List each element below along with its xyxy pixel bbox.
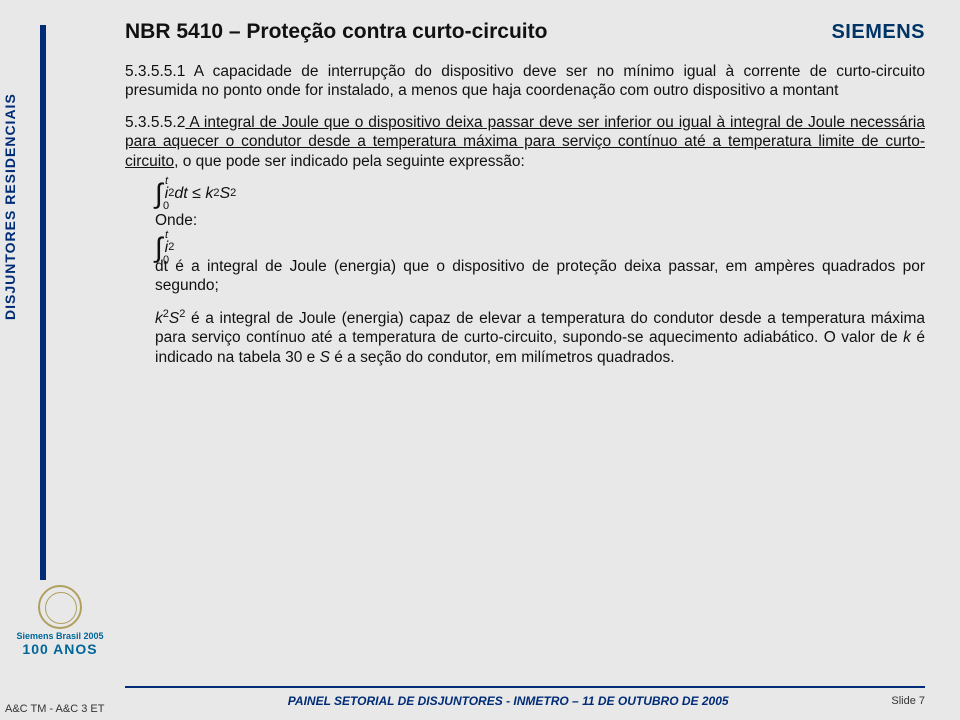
k-sym2: k [903, 329, 911, 346]
formula-i2dt: ∫ t 0 i2 [155, 237, 925, 259]
sup-2: 2 [168, 241, 174, 255]
page-title: NBR 5410 – Proteção contra curto-circuit… [125, 20, 547, 44]
clause-5-3-5-5-1: 5.3.5.5.1 A capacidade de interrupção do… [125, 62, 925, 101]
clause-number: 5.3.5.5.2 [125, 114, 185, 131]
formula-mid: dt ≤ k [174, 184, 213, 204]
anniversary-logo: Siemens Brasil 2005 100 ANOS [10, 585, 110, 670]
def-text1: é a integral de Joule (energia) capaz de… [155, 310, 925, 346]
slide-number: Slide 7 [891, 695, 925, 707]
formula-inequality: ∫ t 0 i2 dt ≤ k2 S2 [155, 183, 925, 205]
def-i2dt: dt é a integral de Joule (energia) que o… [155, 257, 925, 296]
integral-sign-icon: ∫ t 0 [155, 237, 163, 259]
clause-text: A capacidade de interrupção do dispositi… [125, 63, 925, 99]
formula-s: S [220, 184, 231, 204]
footer-event: PAINEL SETORIAL DE DISJUNTORES - INMETRO… [125, 694, 891, 708]
int-symbol: ∫ [155, 178, 163, 209]
s-sym: S [169, 310, 179, 327]
body-text: 5.3.5.5.1 A capacidade de interrupção do… [125, 62, 925, 367]
definitions-block: ∫ t 0 i2 dt é a integral de Joule (energ… [155, 237, 925, 367]
int-lower-limit: 0 [163, 202, 169, 211]
blue-accent-bar [40, 25, 46, 580]
slide-content: NBR 5410 – Proteção contra curto-circuit… [125, 20, 925, 379]
logo-line2: 100 ANOS [10, 641, 110, 657]
logo-line1: Siemens Brasil 2005 [10, 631, 110, 641]
int-upper-limit: t [165, 177, 168, 186]
footer-left-code: A&C TM - A&C 3 ET [5, 703, 104, 715]
def-k2s2: k2S2 é a integral de Joule (energia) cap… [155, 308, 925, 367]
sup-2c: 2 [230, 187, 236, 201]
onde-label: Onde: [155, 211, 925, 230]
k-sym: k [155, 310, 163, 327]
int-lower-limit: 0 [163, 256, 169, 265]
clause-5-3-5-5-2: 5.3.5.5.2 A integral de Joule que o disp… [125, 113, 925, 171]
clause-tail: , o que pode ser indicado pela seguinte … [174, 153, 525, 170]
integral-sign-icon: ∫ t 0 [155, 183, 163, 205]
clause-number: 5.3.5.5.1 [125, 63, 185, 80]
title-row: NBR 5410 – Proteção contra curto-circuit… [125, 20, 925, 44]
footer-bar: PAINEL SETORIAL DE DISJUNTORES - INMETRO… [125, 686, 925, 708]
int-upper-limit: t [165, 231, 168, 240]
brand-wordmark: SIEMENS [831, 21, 925, 44]
left-rail: DISJUNTORES RESIDENCIAIS Siemens Brasil … [0, 0, 120, 720]
logo-rings-icon [38, 585, 82, 629]
int-symbol: ∫ [155, 232, 163, 263]
def-text3: é a seção do condutor, em milímetros qua… [330, 349, 675, 366]
vertical-label: DISJUNTORES RESIDENCIAIS [2, 93, 18, 320]
s-sym2: S [320, 349, 330, 366]
